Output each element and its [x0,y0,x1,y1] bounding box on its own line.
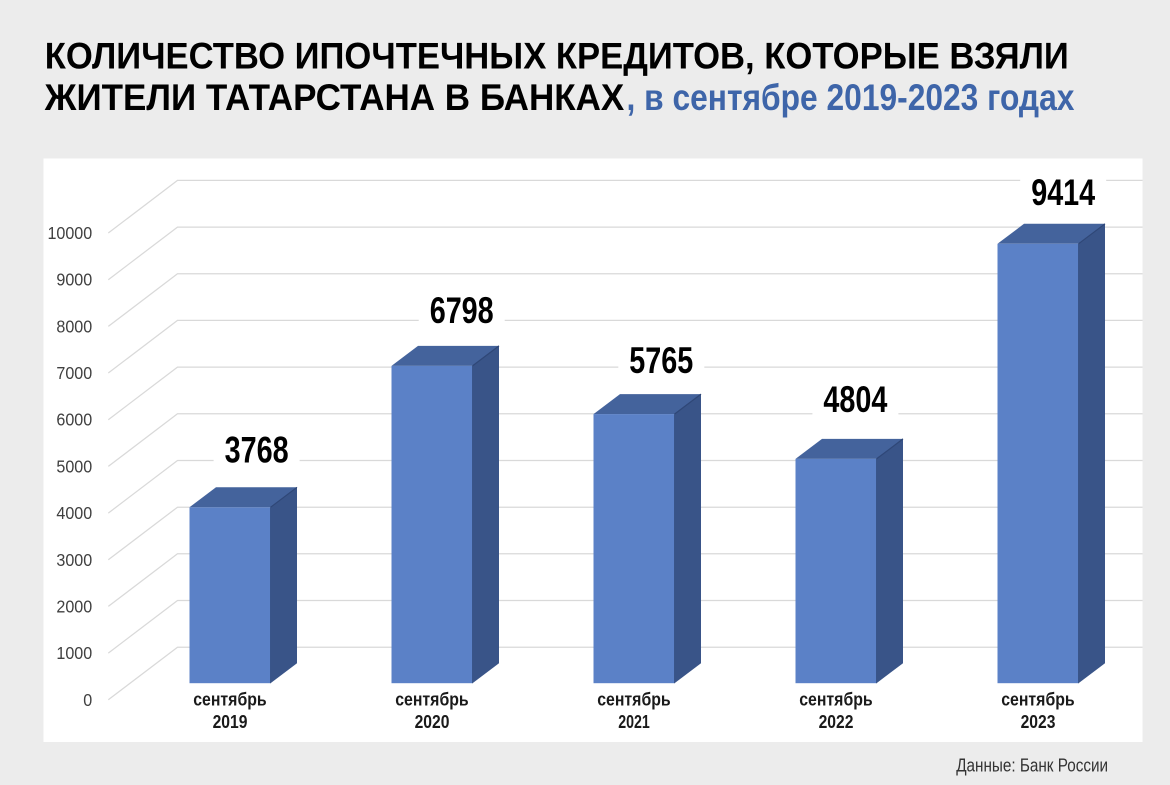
svg-text:3768: 3768 [225,429,289,471]
svg-text:9414: 9414 [1031,171,1095,213]
svg-text:сентябрь: сентябрь [597,689,671,710]
svg-text:сентябрь: сентябрь [799,689,873,710]
svg-text:2019: 2019 [213,711,248,732]
svg-text:4000: 4000 [56,503,92,523]
svg-text:2021: 2021 [618,711,650,732]
svg-text:6798: 6798 [430,289,494,331]
svg-text:Данные: Банк России: Данные: Банк России [956,756,1108,777]
svg-text:3000: 3000 [56,550,92,570]
svg-text:1000: 1000 [56,643,92,663]
svg-text:5000: 5000 [56,456,92,476]
svg-text:2022: 2022 [819,711,854,732]
svg-text:0: 0 [83,690,92,710]
svg-text:2023: 2023 [1021,711,1056,732]
svg-text:, в сентябре 2019-2023 годах: , в сентябре 2019-2023 годах [627,76,1075,118]
svg-text:сентябрь: сентябрь [193,689,267,710]
svg-text:8000: 8000 [56,316,92,336]
svg-text:ЖИТЕЛИ ТАТАРСТАНА В БАНКАХ: ЖИТЕЛИ ТАТАРСТАНА В БАНКАХ [44,76,624,118]
svg-text:9000: 9000 [56,270,92,290]
svg-text:5765: 5765 [629,339,693,381]
svg-text:2020: 2020 [415,711,450,732]
svg-text:сентябрь: сентябрь [395,689,469,710]
svg-text:сентябрь: сентябрь [1001,689,1074,710]
svg-text:6000: 6000 [56,410,92,430]
svg-text:10000: 10000 [47,223,92,243]
svg-text:КОЛИЧЕСТВО ИПОЧТЕЧНЫХ КРЕДИТОВ: КОЛИЧЕСТВО ИПОЧТЕЧНЫХ КРЕДИТОВ, КОТОРЫЕ … [45,34,1069,76]
svg-text:4804: 4804 [823,378,887,420]
svg-text:2000: 2000 [56,596,92,616]
svg-text:7000: 7000 [56,363,92,383]
